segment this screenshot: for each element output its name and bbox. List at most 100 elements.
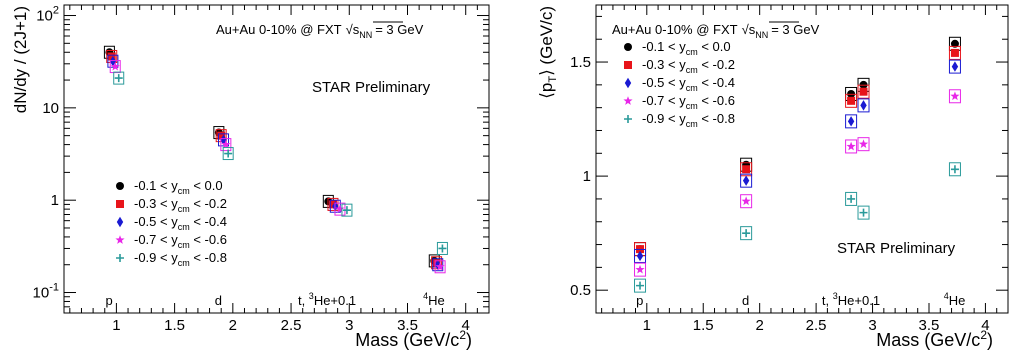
x-tick-label: 2.5 bbox=[281, 317, 302, 334]
legend-label: -0.1 < ycm < 0.0 bbox=[642, 39, 731, 57]
data-point bbox=[328, 200, 337, 209]
legend-label: -0.3 < ycm < -0.2 bbox=[134, 196, 227, 214]
y-tick-label: 1.5 bbox=[570, 54, 591, 71]
data-point bbox=[859, 87, 868, 96]
data-point bbox=[858, 139, 869, 149]
x-tick-label: 2.5 bbox=[806, 317, 827, 334]
x-tick-label: 4 bbox=[462, 317, 470, 334]
systematic-error-box bbox=[634, 278, 647, 293]
data-point bbox=[950, 165, 959, 174]
systematic-error-box bbox=[222, 147, 234, 161]
systematic-error-box bbox=[740, 226, 753, 241]
systematic-error-box bbox=[740, 194, 753, 209]
systematic-error-box bbox=[948, 162, 961, 177]
systematic-error-box bbox=[948, 59, 961, 74]
right-y-axis-title: ⟨pT⟩ (GeV/c) bbox=[537, 6, 559, 99]
data-point bbox=[342, 206, 351, 215]
right-x-axis-title: Mass (GeV/c2) bbox=[876, 328, 993, 350]
systematic-error-box bbox=[845, 191, 858, 206]
legend-marker bbox=[116, 254, 124, 262]
data-point bbox=[859, 208, 868, 217]
right-preliminary-label: STAR Preliminary bbox=[837, 240, 956, 257]
data-point bbox=[847, 116, 855, 127]
systematic-error-box bbox=[113, 71, 125, 85]
legend-label: -0.3 < ycm < -0.2 bbox=[642, 57, 735, 75]
systematic-error-box bbox=[948, 45, 961, 60]
data-point bbox=[635, 264, 645, 274]
left-x-axis-title: Mass (GeV/c2) bbox=[355, 328, 472, 350]
x-tick-label: 1.5 bbox=[164, 317, 185, 334]
data-point bbox=[741, 196, 751, 206]
particle-label: t, 3He+0.1 bbox=[822, 291, 880, 308]
right-particle-labels: p d t, 3He+0.1 4He bbox=[636, 291, 965, 308]
left-y-axis-title: dN/dy / (2J+1) bbox=[11, 6, 30, 113]
x-tick-label: 1 bbox=[643, 317, 651, 334]
systematic-error-box bbox=[432, 258, 444, 272]
left-y-axis: 10-1 1 10 102 bbox=[33, 5, 489, 314]
data-point bbox=[109, 56, 117, 67]
data-point bbox=[438, 244, 447, 253]
data-point bbox=[950, 48, 959, 57]
systematic-error-box bbox=[857, 137, 870, 152]
particle-label: d bbox=[742, 293, 749, 308]
data-point bbox=[221, 139, 231, 149]
y-tick-label: 1 bbox=[583, 168, 591, 185]
x-tick-label: 3 bbox=[345, 317, 353, 334]
systematic-error-box bbox=[634, 262, 647, 277]
systematic-error-box bbox=[845, 139, 858, 154]
legend-marker bbox=[116, 182, 124, 190]
systematic-error-box bbox=[431, 256, 443, 270]
y-tick-label: 102 bbox=[36, 5, 59, 25]
particle-label: 4He bbox=[944, 291, 966, 308]
left-plot-frame bbox=[63, 4, 490, 314]
right-legend: -0.1 < ycm < 0.0-0.3 < ycm < -0.2-0.5 < … bbox=[623, 39, 735, 129]
right-y-axis: 0.5 1 1.5 bbox=[570, 15, 1008, 299]
particle-label: p bbox=[636, 293, 643, 308]
data-point bbox=[742, 229, 751, 238]
data-point bbox=[636, 250, 644, 262]
data-point bbox=[636, 281, 645, 290]
legend-marker bbox=[116, 216, 124, 228]
particle-label: 4He bbox=[423, 291, 445, 308]
legend-marker bbox=[623, 96, 633, 105]
systematic-error-box bbox=[857, 84, 870, 99]
x-tick-label: 3 bbox=[868, 317, 876, 334]
left-particle-labels: p d t, 3He+0.1 4He bbox=[106, 291, 445, 308]
data-point bbox=[335, 204, 345, 214]
systematic-error-box bbox=[434, 260, 446, 274]
left-data-points bbox=[103, 45, 448, 274]
x-tick-label: 1.5 bbox=[693, 317, 714, 334]
legend-marker bbox=[624, 115, 632, 123]
systematic-error-box bbox=[845, 114, 858, 129]
data-point bbox=[107, 52, 116, 61]
systematic-error-box bbox=[436, 241, 448, 255]
y-tick-label: 1 bbox=[51, 192, 59, 209]
data-point bbox=[951, 61, 959, 72]
systematic-error-box bbox=[857, 205, 870, 220]
systematic-error-box bbox=[857, 98, 870, 113]
left-collision-label: Au+Au 0-10% @ FXT √sNN = 3 GeV bbox=[216, 22, 424, 40]
data-point bbox=[742, 165, 751, 174]
y-tick-label: 0.5 bbox=[570, 282, 591, 299]
left-x-axis: 1 1.5 2 2.5 3 3.5 4 bbox=[69, 5, 478, 334]
data-point bbox=[950, 39, 959, 48]
systematic-error-box bbox=[948, 89, 961, 104]
data-point bbox=[110, 61, 120, 71]
systematic-error-box bbox=[740, 173, 753, 188]
systematic-error-box bbox=[107, 54, 119, 68]
data-point bbox=[224, 149, 233, 158]
data-point bbox=[846, 141, 856, 151]
legend-label: -0.1 < ycm < 0.0 bbox=[134, 178, 223, 196]
systematic-error-box bbox=[341, 203, 353, 217]
particle-label: d bbox=[215, 293, 222, 308]
legend-label: -0.5 < ycm < -0.4 bbox=[134, 214, 227, 232]
data-point bbox=[435, 261, 445, 271]
data-point bbox=[847, 194, 856, 203]
left-legend: -0.1 < ycm < 0.0-0.3 < ycm < -0.2-0.5 < … bbox=[115, 178, 227, 268]
x-tick-label: 1 bbox=[112, 317, 120, 334]
legend-marker bbox=[116, 200, 124, 208]
legend-marker bbox=[624, 43, 632, 51]
x-tick-label: 2 bbox=[229, 317, 237, 334]
x-tick-label: 2 bbox=[755, 317, 763, 334]
particle-label: t, 3He+0.1 bbox=[298, 291, 356, 308]
